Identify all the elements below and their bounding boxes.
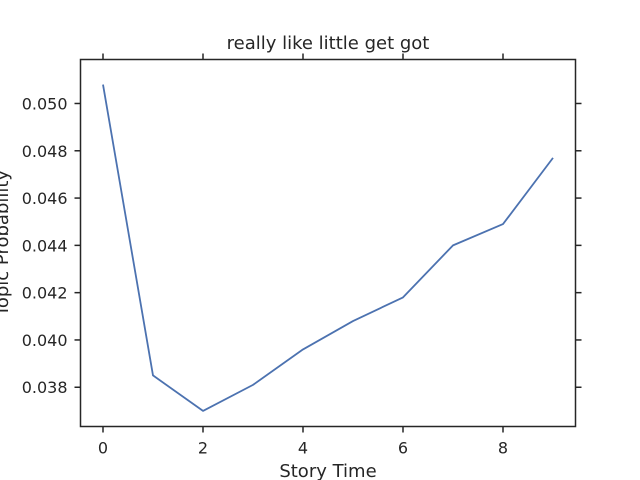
y-tick-label: 0.038 [22,378,68,397]
series-line [102,84,554,412]
x-axis-label: Story Time [279,461,376,480]
y-tick-label: 0.044 [22,236,68,255]
x-tick-label: 0 [98,439,108,458]
data-series [102,84,554,412]
y-axis-label: Topic Probability [0,170,13,317]
axis-ticks [74,53,582,433]
x-tick-label: 6 [398,439,408,458]
x-tick-label: 2 [198,439,208,458]
axis-tick-labels: 0 2 4 6 8 0.038 0.040 0.042 0.044 0.046 0.048 0.050 [22,94,508,457]
y-tick-label: 0.050 [22,94,68,113]
chart-title: really like little get got [227,33,430,54]
x-tick-label: 8 [498,439,508,458]
y-tick-label: 0.042 [22,284,68,303]
x-tick-label: 4 [298,439,308,458]
y-tick-label: 0.048 [22,142,68,161]
y-tick-label: 0.046 [22,189,68,208]
y-tick-label: 0.040 [22,331,68,350]
plot-frame [79,58,577,428]
